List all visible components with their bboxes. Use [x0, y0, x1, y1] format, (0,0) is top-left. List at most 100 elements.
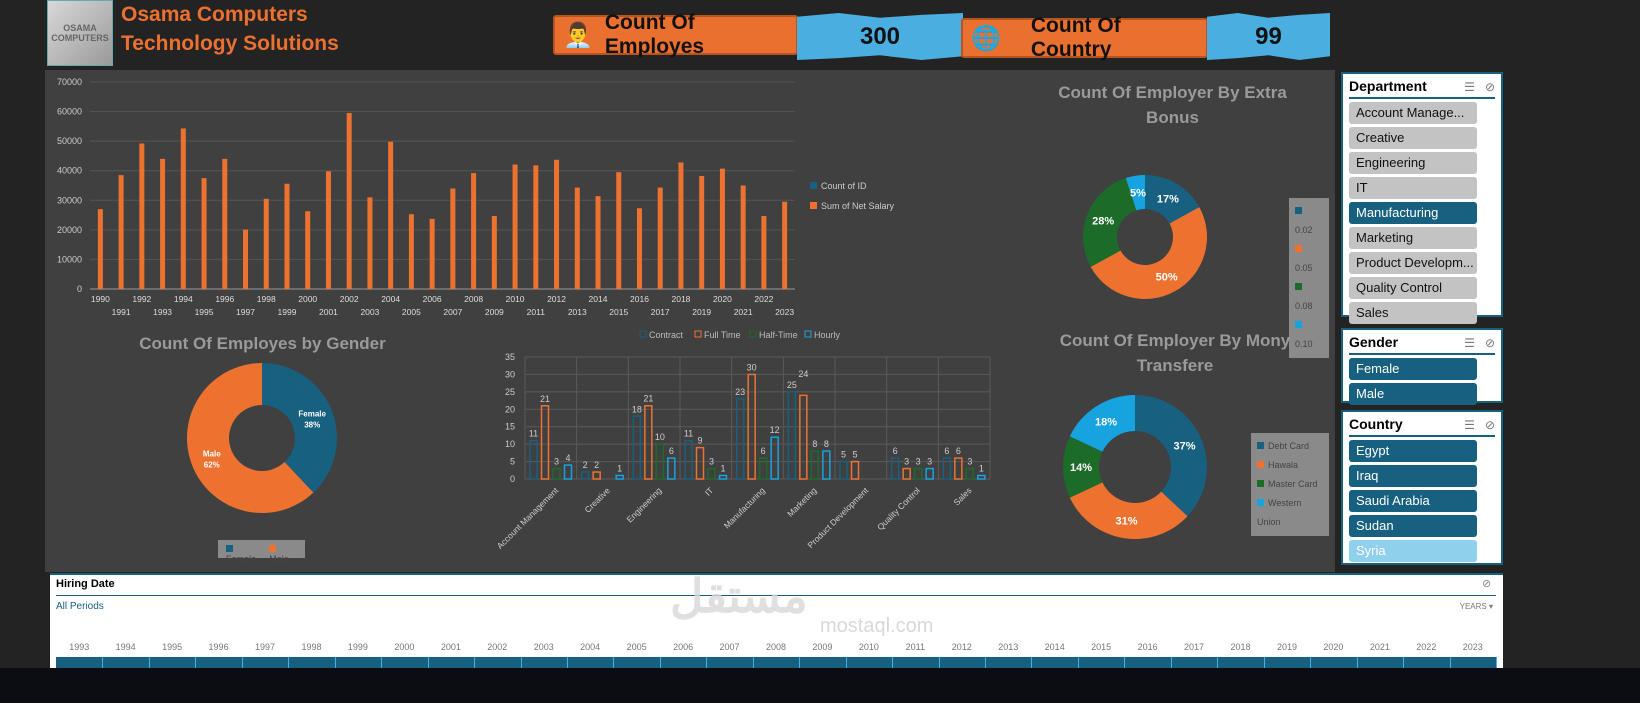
- bar-data-label: 3: [554, 457, 559, 467]
- x-tick-label: Marketing: [785, 485, 819, 519]
- timeline-year[interactable]: 1996: [208, 642, 229, 652]
- y-tick-label: 0: [77, 284, 82, 294]
- timeline-year[interactable]: 2002: [487, 642, 508, 652]
- legend-swatch: [639, 330, 647, 338]
- timeline-year[interactable]: 1999: [347, 642, 368, 652]
- slicer-item[interactable]: Syria: [1349, 540, 1477, 562]
- bar-data-label: 21: [643, 393, 653, 403]
- timeline-year[interactable]: 2023: [1462, 642, 1483, 652]
- timeline-range-bar[interactable]: [56, 657, 1497, 670]
- cluster-bar: [942, 457, 952, 480]
- slicer-item[interactable]: Marketing: [1349, 227, 1477, 249]
- timeline-year[interactable]: 1998: [301, 642, 322, 652]
- timeline-year[interactable]: 2012: [951, 642, 972, 652]
- timeline-year[interactable]: 1997: [255, 642, 276, 652]
- brand-subtitle: Technology Solutions: [121, 32, 339, 55]
- cluster-bar: [758, 457, 768, 480]
- x-tick-label: IT: [703, 485, 715, 497]
- multi-select-icon[interactable]: ☰: [1464, 418, 1475, 432]
- slicer-item[interactable]: Sales: [1349, 302, 1477, 324]
- x-tick-label: 1995: [195, 307, 214, 317]
- multi-select-icon[interactable]: ☰: [1464, 80, 1475, 94]
- clear-filter-icon[interactable]: ⊘: [1484, 336, 1495, 350]
- bar-data-label: 11: [529, 429, 538, 439]
- timeline-year[interactable]: 2015: [1091, 642, 1112, 652]
- timeline-year[interactable]: 2016: [1137, 642, 1158, 652]
- slicer-item[interactable]: Engineering: [1349, 152, 1477, 174]
- timeline-year[interactable]: 2009: [812, 642, 833, 652]
- timeline-title: Hiring Date: [56, 578, 115, 590]
- timeline-year[interactable]: 2013: [998, 642, 1019, 652]
- salary-bar: [367, 197, 373, 289]
- timeline-year[interactable]: 1993: [69, 642, 90, 652]
- cluster-bar: [954, 457, 963, 480]
- slicer-item[interactable]: Female: [1349, 358, 1477, 380]
- timeline-year[interactable]: 2022: [1416, 642, 1437, 652]
- legend-label: Contract: [649, 330, 684, 340]
- slicer-item[interactable]: Account Manage...: [1349, 102, 1477, 124]
- y-tick-label: 50000: [57, 136, 82, 146]
- timeline-year[interactable]: 1994: [115, 642, 136, 652]
- timeline-year[interactable]: 2003: [533, 642, 554, 652]
- x-tick-label: 2003: [360, 307, 379, 317]
- timeline-year[interactable]: 2005: [626, 642, 647, 652]
- x-tick-label: 2019: [692, 307, 711, 317]
- slicer-item[interactable]: Product Developm...: [1349, 252, 1477, 274]
- slicer-item[interactable]: IT: [1349, 177, 1477, 199]
- timeline-unit-dropdown[interactable]: YEARS ▾: [1459, 602, 1493, 611]
- x-tick-label: 2005: [402, 307, 421, 317]
- salary-bar: [574, 187, 580, 289]
- slicer-item[interactable]: Sudan: [1349, 515, 1477, 537]
- gender-donut-chart: Female 38% Male 62%: [187, 363, 338, 513]
- timeline-year[interactable]: 2020: [1323, 642, 1344, 652]
- bonus-donut-chart: 17% 50% 28% 5%: [1083, 175, 1207, 299]
- timeline-year[interactable]: 2017: [1184, 642, 1205, 652]
- timeline-year[interactable]: 2014: [1044, 642, 1065, 652]
- clear-filter-icon[interactable]: ⊘: [1484, 80, 1495, 94]
- bar-data-label: 1: [979, 464, 984, 474]
- legend-entry: 0.02: [1295, 202, 1323, 240]
- slicer-item[interactable]: Manufacturing: [1349, 202, 1477, 224]
- cluster-bar: [580, 471, 590, 480]
- timeline-year[interactable]: 2019: [1276, 642, 1297, 652]
- timeline-year[interactable]: 2000: [394, 642, 415, 652]
- slicer-item[interactable]: Male: [1349, 383, 1477, 405]
- bar-data-label: 2: [583, 460, 588, 470]
- slice-data-label: 18%: [1095, 416, 1117, 428]
- timeline-year[interactable]: 2007: [719, 642, 740, 652]
- timeline-year[interactable]: 2008: [765, 642, 786, 652]
- timeline-year[interactable]: 2011: [905, 642, 926, 652]
- timeline-year[interactable]: 2006: [673, 642, 694, 652]
- timeline-year[interactable]: 2001: [440, 642, 461, 652]
- timeline-year[interactable]: 2004: [580, 642, 601, 652]
- salary-bar: [719, 168, 725, 289]
- cluster-bar: [632, 415, 642, 480]
- x-tick-label: 1992: [132, 294, 151, 304]
- legend-entry: Master Card: [1257, 475, 1323, 494]
- slicer-item[interactable]: Creative: [1349, 127, 1477, 149]
- x-tick-label: 2006: [423, 294, 442, 304]
- y-tick-label: 25: [505, 387, 515, 397]
- timeline-year[interactable]: 2021: [1369, 642, 1390, 652]
- slicer-item[interactable]: Iraq: [1349, 465, 1477, 487]
- kpi-country-label: Count Of Country: [1030, 14, 1121, 61]
- cluster-bar: [695, 446, 705, 480]
- y-tick-label: 40000: [57, 166, 82, 176]
- timeline-year[interactable]: 2018: [1230, 642, 1251, 652]
- legend-entry: 0.08: [1295, 278, 1323, 316]
- slicer-item[interactable]: Quality Control: [1349, 277, 1477, 299]
- clear-filter-icon[interactable]: ⊘: [1484, 418, 1495, 432]
- cluster-bar: [925, 467, 934, 480]
- timeline-year[interactable]: 1995: [162, 642, 183, 652]
- x-tick-label: Manufacturing: [722, 485, 767, 530]
- salary-bar: [408, 214, 414, 289]
- multi-select-icon[interactable]: ☰: [1464, 336, 1475, 350]
- bar-data-label: 6: [893, 446, 898, 456]
- x-tick-label: 2020: [713, 294, 732, 304]
- clear-filter-icon[interactable]: ⊘: [1482, 578, 1492, 590]
- slicer-item[interactable]: Egypt: [1349, 440, 1477, 462]
- y-tick-label: 15: [505, 422, 515, 432]
- timeline-year[interactable]: 2010: [858, 642, 879, 652]
- bar-data-label: 3: [709, 457, 714, 467]
- slicer-item[interactable]: Saudi Arabia: [1349, 490, 1477, 512]
